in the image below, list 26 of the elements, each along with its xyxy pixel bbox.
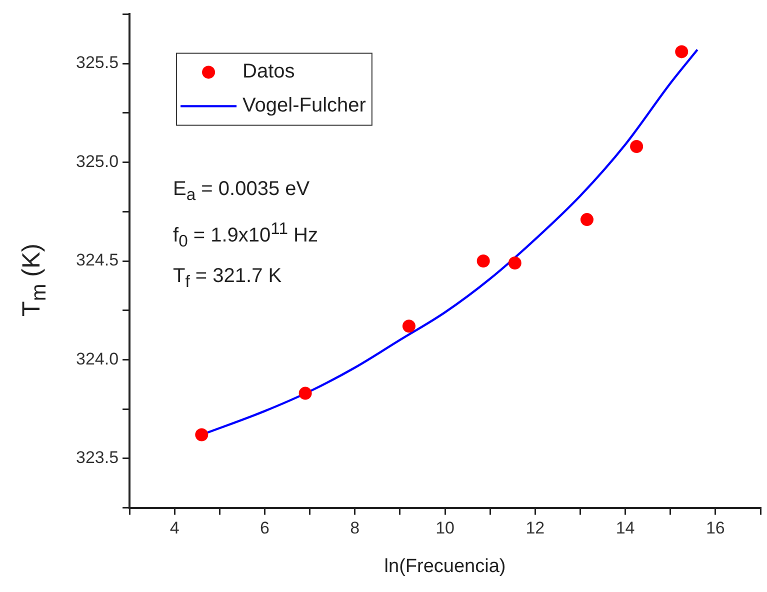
annotation: E$_{a}$ = 0.0035 eV: [173, 177, 311, 206]
point: [298, 386, 312, 400]
point: [508, 256, 522, 270]
point: [580, 213, 594, 226]
point: [195, 428, 208, 442]
annotation: f$_{0}$ = 1.9x10$^{11}$ Hz: [173, 218, 318, 253]
point: [630, 140, 644, 153]
legend-label: Datos: [242, 60, 295, 83]
legend-label: Vogel-Fulcher: [242, 94, 366, 117]
y-tick-label: 324.5: [76, 250, 119, 270]
y-tick-label: 325.5: [76, 53, 119, 72]
x-axis-title: ln(Frecuencia): [384, 556, 506, 577]
y-tick-label: 324.0: [76, 349, 119, 368]
point: [402, 320, 416, 333]
x-tick-label: 6: [260, 518, 270, 538]
y-tick-label: 323.5: [76, 448, 119, 468]
x-tick-label: 10: [436, 518, 454, 538]
annotation: T$_{f}$ = 321.7 K: [173, 264, 283, 293]
y-tick-label: 325.0: [76, 152, 119, 171]
x-tick-label: 4: [170, 518, 180, 538]
point: [476, 254, 490, 268]
x-tick-label: 14: [616, 518, 635, 538]
x-tick-label: 12: [526, 518, 545, 538]
x-tick-label: 8: [350, 518, 360, 538]
x-tick-label: 16: [706, 518, 725, 538]
point: [675, 45, 688, 58]
